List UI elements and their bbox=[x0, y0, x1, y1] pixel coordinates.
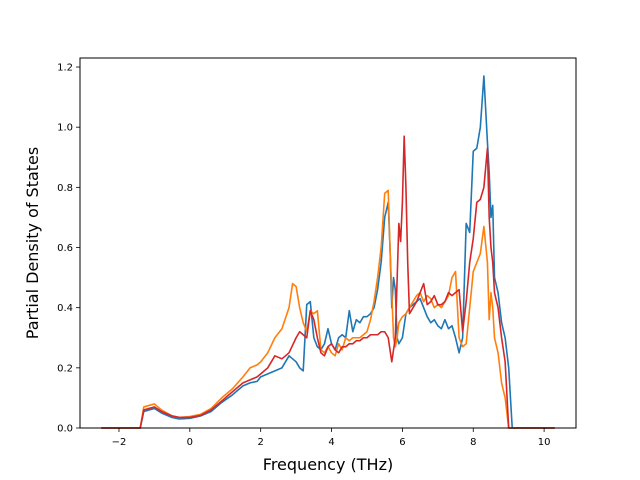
x-tick-label: 0 bbox=[187, 437, 193, 448]
x-tick-label: 2 bbox=[257, 437, 263, 448]
series-layer bbox=[101, 75, 555, 429]
y-tick-label: 0.8 bbox=[57, 183, 73, 194]
series-line-2 bbox=[101, 189, 555, 429]
x-tick-label: 6 bbox=[399, 437, 405, 448]
x-axis-label: Frequency (THz) bbox=[263, 455, 393, 474]
series-line-3 bbox=[101, 135, 555, 429]
y-tick-label: 0.4 bbox=[57, 303, 73, 314]
y-tick-label: 1.0 bbox=[57, 123, 73, 134]
x-tick-label: 8 bbox=[470, 437, 476, 448]
x-tick-label: 4 bbox=[328, 437, 334, 448]
y-tick-label: 0.2 bbox=[57, 363, 73, 374]
y-axis-ticks: 0.0 0.2 0.4 0.6 0.8 1.0 1.2 bbox=[57, 63, 80, 435]
x-tick-label: 10 bbox=[538, 437, 551, 448]
y-tick-label: 1.2 bbox=[57, 63, 73, 74]
series-line-1 bbox=[101, 75, 555, 429]
axes-frame bbox=[79, 57, 577, 429]
y-tick-label: 0.6 bbox=[57, 243, 73, 254]
plot-area bbox=[79, 57, 577, 429]
y-axis-label: Partial Density of States bbox=[23, 147, 42, 339]
x-tick-label: −2 bbox=[112, 437, 127, 448]
y-tick-label: 0.0 bbox=[57, 424, 73, 435]
x-axis-ticks: −2 0 2 4 6 8 10 bbox=[112, 428, 551, 448]
